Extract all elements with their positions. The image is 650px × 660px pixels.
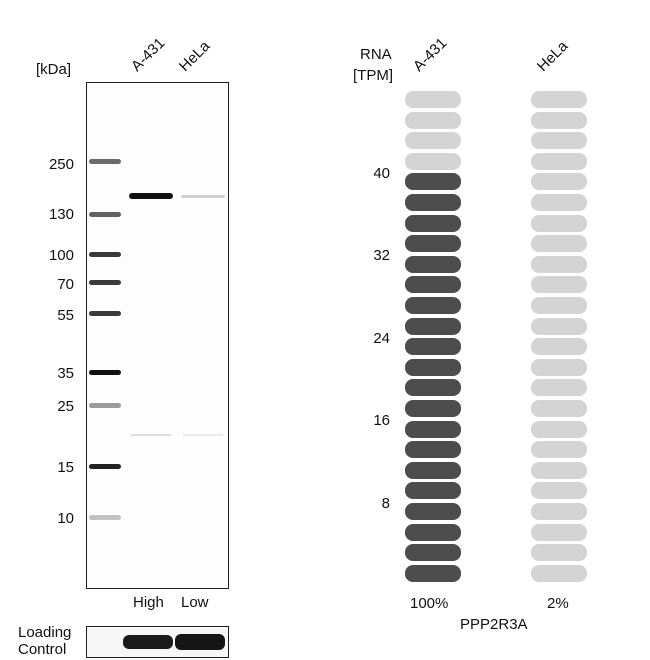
mw-label-70: 70 (57, 276, 74, 293)
rna-hela-cell (531, 235, 587, 253)
rna-hela-cell (531, 400, 587, 417)
kda-unit-label: [kDa] (36, 61, 72, 78)
a431-protein-band (129, 193, 173, 199)
rna-a431-cell (405, 194, 461, 211)
rna-hela-cell (531, 523, 587, 541)
rna-a431-cell (405, 441, 461, 459)
rna-hela-cell (531, 482, 587, 500)
hela-protein-band (181, 195, 225, 198)
rna-axis-label-line2: [TPM] (353, 67, 393, 84)
rna-hela-cell (531, 420, 587, 438)
lane-level-high: High (133, 594, 164, 611)
rna-a431-cell (405, 523, 461, 541)
rna-hela-cell (531, 461, 587, 479)
ladder-band-55 (89, 311, 121, 316)
rna-column-hela (531, 0, 587, 660)
mw-label-100: 100 (48, 247, 74, 264)
rna-a431-cell (405, 214, 461, 232)
ladder-band-35 (89, 370, 121, 375)
ladder-band-250 (89, 159, 121, 164)
rna-a431-cell (405, 111, 461, 129)
lane-label-a431: A-431 (127, 34, 169, 75)
rna-hela-cell (531, 173, 587, 191)
rna-a431-cell (405, 503, 461, 520)
rna-tick-16: 16 (373, 412, 390, 429)
lane-label-hela: HeLa (175, 37, 214, 75)
mw-label-10: 10 (57, 510, 74, 527)
ladder-band-15 (89, 464, 121, 469)
rna-hela-cell (531, 152, 587, 170)
rna-tick-24: 24 (373, 330, 390, 347)
rna-a431-cell (405, 379, 461, 397)
rna-hela-cell (531, 276, 587, 294)
rna-a431-cell (405, 358, 461, 376)
mw-label-25: 25 (57, 398, 74, 415)
rna-hela-cell (531, 441, 587, 459)
rna-a431-cell (405, 482, 461, 500)
rna-hela-cell (531, 91, 587, 108)
rna-hela-cell (531, 255, 587, 273)
rna-hela-cell (531, 358, 587, 376)
loading-band-hela (175, 634, 225, 650)
loading-control-panel (86, 626, 229, 658)
ladder-band-25 (89, 403, 121, 408)
loading-control-label-line2: Control (18, 641, 67, 658)
rna-hela-cell (531, 564, 587, 582)
rna-hela-cell (531, 379, 587, 397)
rna-a431-cell (405, 400, 461, 417)
rna-percentage-a431: 100% (410, 595, 449, 612)
mw-label-15: 15 (57, 459, 74, 476)
ladder-band-70 (89, 280, 121, 285)
rna-a431-cell (405, 338, 461, 356)
rna-a431-cell (405, 564, 461, 582)
western-blot-panel (86, 82, 229, 589)
rna-hela-cell (531, 194, 587, 211)
rna-a431-cell (405, 461, 461, 479)
ladder-band-100 (89, 252, 121, 257)
rna-a431-cell (405, 173, 461, 191)
rna-a431-cell (405, 255, 461, 273)
loading-control-label-line1: Loading (18, 624, 72, 641)
rna-hela-cell (531, 214, 587, 232)
a431-faint-band (131, 434, 171, 436)
rna-a431-cell (405, 317, 461, 335)
mw-label-35: 35 (57, 365, 74, 382)
rna-hela-cell (531, 338, 587, 356)
gene-name-label: PPP2R3A (460, 616, 528, 633)
rna-column-a431 (405, 0, 461, 660)
rna-hela-cell (531, 317, 587, 335)
rna-hela-cell (531, 297, 587, 314)
ladder-band-10 (89, 515, 121, 520)
rna-a431-cell (405, 544, 461, 562)
lane-level-low: Low (181, 594, 209, 611)
hela-faint-band (183, 434, 223, 436)
rna-tick-32: 32 (373, 247, 390, 264)
rna-a431-cell (405, 132, 461, 150)
loading-band-a431 (123, 635, 173, 649)
rna-a431-cell (405, 91, 461, 108)
rna-tick-40: 40 (373, 165, 390, 182)
mw-label-55: 55 (57, 307, 74, 324)
mw-label-250: 250 (48, 156, 74, 173)
rna-hela-cell (531, 503, 587, 520)
rna-a431-cell (405, 235, 461, 253)
ladder-band-130 (89, 212, 121, 217)
rna-a431-cell (405, 276, 461, 294)
rna-axis-label-line1: RNA (360, 46, 392, 63)
mw-label-130: 130 (48, 206, 74, 223)
rna-hela-cell (531, 544, 587, 562)
rna-tick-8: 8 (381, 495, 390, 512)
rna-a431-cell (405, 297, 461, 314)
rna-hela-cell (531, 132, 587, 150)
rna-percentage-hela: 2% (547, 595, 569, 612)
rna-hela-cell (531, 111, 587, 129)
rna-a431-cell (405, 420, 461, 438)
rna-a431-cell (405, 152, 461, 170)
